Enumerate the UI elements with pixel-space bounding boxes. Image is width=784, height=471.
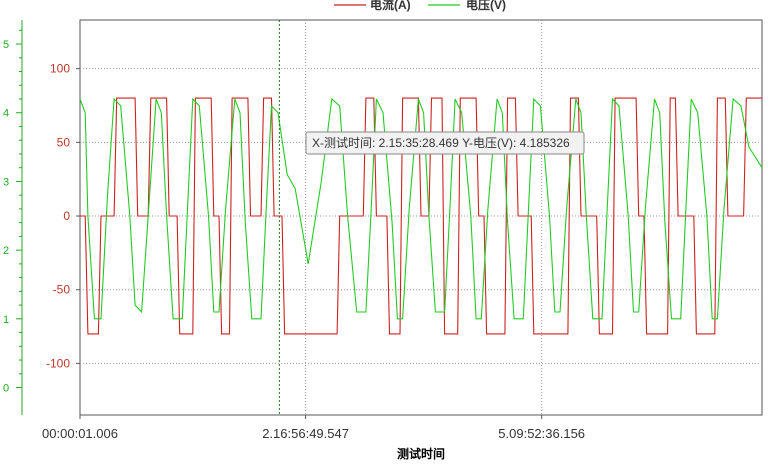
x-tick-label-2: 5.09:52:36.156 xyxy=(498,426,585,441)
legend-label-current[interactable]: 电流(A) xyxy=(370,0,411,12)
current-tick-label-2: 0 xyxy=(63,209,70,223)
x-axis-ticks: 00:00:01.006 2.16:56:49.547 5.09:52:36.156 xyxy=(42,415,585,441)
tooltip: X-测试时间: 2.15:35:28.469 Y-电压(V): 4.185326 xyxy=(305,131,585,155)
x-tick-label-1: 2.16:56:49.547 xyxy=(262,426,349,441)
voltage-tick-label-1: 1 xyxy=(3,314,9,326)
legend-label-voltage[interactable]: 电压(V) xyxy=(466,0,506,12)
tooltip-text: X-测试时间: 2.15:35:28.469 Y-电压(V): 4.185326 xyxy=(312,135,570,150)
voltage-tick-label-5: 5 xyxy=(3,39,9,51)
legend: 电流(A) 电压(V) xyxy=(334,0,506,12)
current-tick-label-1: 50 xyxy=(57,135,71,149)
right-axis-ticks: 100 50 0 -50 -100 xyxy=(46,62,80,370)
voltage-tick-label-4: 4 xyxy=(3,108,9,120)
current-tick-label-4: -100 xyxy=(46,356,70,370)
current-series-line xyxy=(80,97,762,335)
plot-area xyxy=(79,19,763,416)
voltage-tick-label-3: 3 xyxy=(3,176,9,188)
x-tick-label-0: 00:00:01.006 xyxy=(42,426,118,441)
current-tick-label-3: -50 xyxy=(53,283,71,297)
series-layer xyxy=(79,97,763,335)
left-axis-ticks: 0 1 2 3 4 5 xyxy=(3,29,22,395)
voltage-tick-label-0: 0 xyxy=(3,383,9,395)
voltage-tick-label-2: 2 xyxy=(3,245,9,257)
tooltip-box xyxy=(305,131,585,155)
voltage-series-line xyxy=(79,97,763,320)
current-tick-label-0: 100 xyxy=(50,62,70,76)
x-axis-title: 测试时间 xyxy=(397,446,445,461)
